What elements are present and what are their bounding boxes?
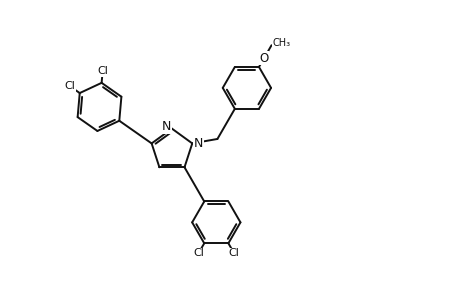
- Text: O: O: [259, 52, 268, 64]
- Text: N: N: [161, 120, 171, 133]
- Text: CH₃: CH₃: [272, 38, 291, 48]
- Text: Cl: Cl: [193, 248, 203, 258]
- Text: Cl: Cl: [228, 248, 239, 258]
- Text: Cl: Cl: [97, 66, 108, 76]
- Text: N: N: [194, 137, 203, 150]
- Text: Cl: Cl: [65, 81, 75, 92]
